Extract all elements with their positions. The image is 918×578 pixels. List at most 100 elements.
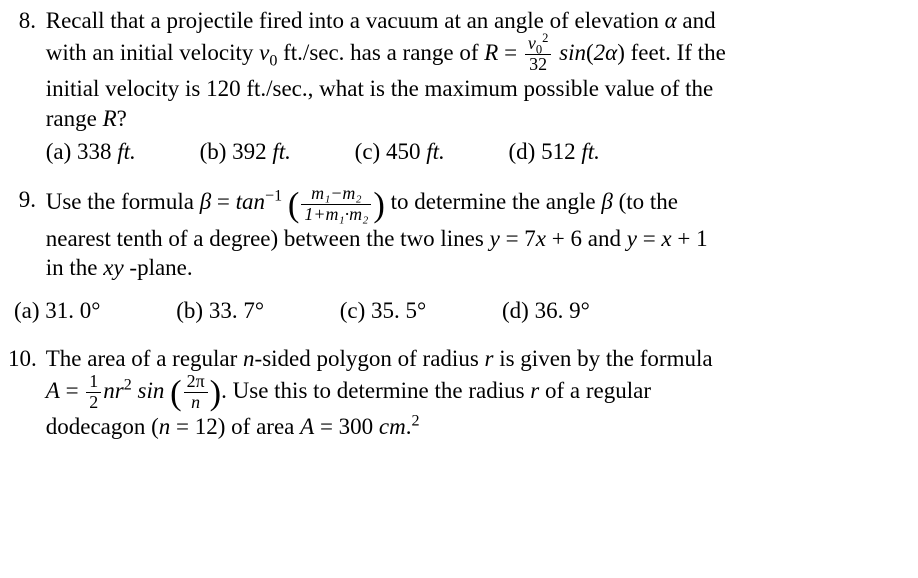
choice-d: (d) 512 ft.	[508, 137, 599, 166]
frac-sup: 2	[542, 31, 548, 45]
choice-val: 512	[541, 139, 576, 164]
twoalpha: 2α	[594, 40, 618, 65]
frac-den: n	[184, 393, 208, 412]
fraction: m₁−m₂1+m₁·m₂	[301, 185, 371, 224]
choice-unit: ft.	[117, 139, 136, 164]
choice-unit: ft.	[272, 139, 291, 164]
var-x: x	[661, 226, 671, 251]
text: -sided polygon of radius	[255, 346, 485, 371]
choice-val: 35. 5°	[371, 298, 426, 323]
choice-letter: (c)	[340, 298, 366, 323]
frac-den: 2	[86, 393, 101, 412]
fraction: v0232	[525, 35, 552, 74]
text: and	[582, 226, 627, 251]
choice-letter: (d)	[508, 139, 535, 164]
var-R: R	[484, 40, 498, 65]
var-beta: β	[200, 189, 211, 214]
choice-val: 31. 0°	[45, 298, 100, 323]
var-x: x	[536, 226, 546, 251]
sin: sin	[553, 40, 586, 65]
frac-num: 1	[86, 373, 101, 393]
text: with an initial velocity	[46, 40, 259, 65]
text: feet. If the	[625, 40, 726, 65]
text: = 300	[314, 414, 379, 439]
choice-val: 338	[77, 139, 112, 164]
text: (to the	[613, 189, 678, 214]
problem-number: 8.	[8, 6, 36, 35]
choice-letter: (c)	[355, 139, 381, 164]
text: and	[677, 8, 716, 33]
problem-9: 9. Use the formula β = tan−1 (m₁−m₂1+m₁·…	[8, 185, 918, 326]
sin: sin	[132, 378, 170, 403]
choice-c: (c) 35. 5°	[340, 296, 426, 325]
text: ft./sec. has a range of	[277, 40, 484, 65]
text: range	[46, 106, 103, 131]
sup: 2	[124, 376, 132, 393]
choice-d: (d) 36. 9°	[502, 296, 590, 325]
unit-cm: cm	[379, 414, 406, 439]
frac-num: m₁−m₂	[301, 185, 371, 205]
var-A: A	[300, 414, 314, 439]
var-alpha: α	[665, 8, 677, 33]
choice-b: (b) 392 ft.	[200, 137, 291, 166]
text: Use the formula	[46, 189, 200, 214]
text: in the	[46, 255, 104, 280]
text: = 7	[500, 226, 536, 251]
problem-number: 9.	[8, 185, 36, 214]
sup: 2	[412, 412, 420, 429]
text: nearest tenth of a degree) between the t…	[46, 226, 490, 251]
frac-num-v: v	[528, 33, 536, 53]
text: -plane.	[124, 255, 193, 280]
choice-unit: ft.	[426, 139, 445, 164]
choice-letter: (a)	[14, 298, 40, 323]
text: The area of a regular	[46, 346, 243, 371]
choice-c: (c) 450 ft.	[355, 137, 445, 166]
problem-body: Use the formula β = tan−1 (m₁−m₂1+m₁·m₂)…	[46, 185, 918, 283]
text: = 12) of area	[170, 414, 300, 439]
text: is given by the formula	[493, 346, 712, 371]
problem-number: 10.	[8, 344, 36, 373]
var-y: y	[490, 226, 500, 251]
problem-body: Recall that a projectile fired into a va…	[46, 6, 918, 167]
sup: −1	[265, 188, 282, 205]
choice-val: 36. 9°	[535, 298, 590, 323]
paren: (	[586, 40, 594, 65]
problem-body: The area of a regular n-sided polygon of…	[46, 344, 918, 442]
frac-num: 2π	[184, 373, 208, 393]
choice-val: 392	[232, 139, 267, 164]
paren: )	[617, 40, 625, 65]
var-r: r	[530, 378, 539, 403]
choices: (a) 338 ft. (b) 392 ft. (c) 450 ft. (d) …	[46, 137, 918, 166]
text: of a regular	[539, 378, 651, 403]
nr: nr	[103, 378, 123, 403]
text: Recall that a projectile fired into a va…	[46, 8, 665, 33]
text: . Use this to determine the radius	[221, 378, 530, 403]
var-n: n	[243, 346, 255, 371]
text: + 1	[672, 226, 708, 251]
text: =	[60, 378, 84, 403]
text: dodecagon (	[46, 414, 159, 439]
text: =	[637, 226, 661, 251]
var-beta: β	[601, 189, 612, 214]
text: =	[498, 40, 522, 65]
choice-val: 450	[386, 139, 421, 164]
text: =	[211, 189, 235, 214]
var-A: A	[46, 378, 60, 403]
choice-letter: (b)	[200, 139, 227, 164]
problem-8: 8. Recall that a projectile fired into a…	[8, 6, 918, 167]
var-n: n	[159, 414, 171, 439]
choice-val: 33. 7°	[209, 298, 264, 323]
var-v: v	[259, 40, 269, 65]
choice-a: (a) 338 ft.	[46, 137, 136, 166]
choice-unit: ft.	[581, 139, 600, 164]
fraction: 2πn	[184, 373, 208, 412]
choices: (a) 31. 0° (b) 33. 7° (c) 35. 5° (d) 36.…	[14, 296, 918, 325]
var-R: R	[103, 106, 117, 131]
choice-letter: (d)	[502, 298, 529, 323]
choice-a: (a) 31. 0°	[14, 296, 100, 325]
frac-den: 32	[525, 55, 552, 74]
fraction-half: 12	[86, 373, 101, 412]
frac-den: 1+m₁·m₂	[301, 205, 371, 224]
text: ?	[117, 106, 127, 131]
var-y: y	[627, 226, 637, 251]
